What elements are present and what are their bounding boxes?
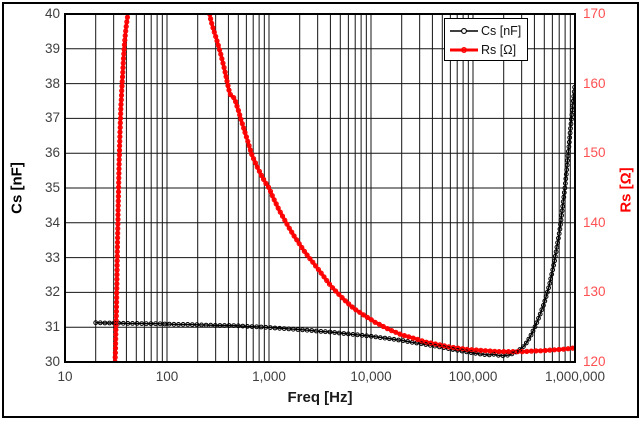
plot-border (64, 13, 576, 363)
left-axis-tick-37: 37 (44, 110, 60, 126)
x-axis-tick-1000000: 1,000,000 (544, 369, 606, 384)
x-axis-tick-100000: 100,000 (448, 369, 498, 384)
x-axis-title: Freq [Hz] (287, 389, 353, 406)
left-axis-tick-39: 39 (44, 40, 60, 56)
cs-line-swatch-icon (450, 27, 478, 34)
legend-entry-rs: Rs [Ω] (449, 40, 527, 59)
right-axis-tick-140: 140 (583, 214, 606, 230)
left-axis-tick-33: 33 (44, 249, 60, 265)
left-axis-tick-36: 36 (44, 145, 60, 161)
right-axis-tick-170: 170 (583, 6, 606, 21)
legend-label-rs: Rs [Ω] (481, 42, 517, 57)
right-axis-tick-150: 150 (583, 145, 606, 161)
left-axis-tick-30: 30 (44, 354, 60, 369)
legend-entry-cs: Cs [nF] (449, 21, 527, 40)
left-axis-tick-34: 34 (44, 214, 60, 230)
left-axis-tick-35: 35 (44, 180, 60, 195)
series-markers (93, 14, 575, 362)
legend-label-cs: Cs [nF] (481, 23, 522, 38)
left-axis-tick-38: 38 (44, 75, 60, 91)
right-axis-tick-130: 130 (583, 284, 606, 300)
x-axis-tick-100: 100 (155, 369, 179, 384)
left-axis-tick-31: 31 (44, 319, 60, 335)
x-axis-tick-10: 10 (57, 369, 73, 384)
right-axis-tick-160: 160 (583, 75, 606, 91)
gridlines (65, 14, 575, 362)
x-axis-tick-10000: 10,000 (350, 369, 392, 384)
legend: Cs [nF] Rs [Ω] (444, 18, 528, 61)
series-lines (95, 14, 575, 362)
rs-line-swatch-icon (450, 46, 478, 53)
left-axis-tick-32: 32 (44, 284, 60, 300)
x-axis-tick-1000: 1,000 (252, 369, 286, 384)
left-axis-tick-40: 40 (44, 6, 60, 21)
right-axis-tick-120: 120 (583, 354, 606, 369)
